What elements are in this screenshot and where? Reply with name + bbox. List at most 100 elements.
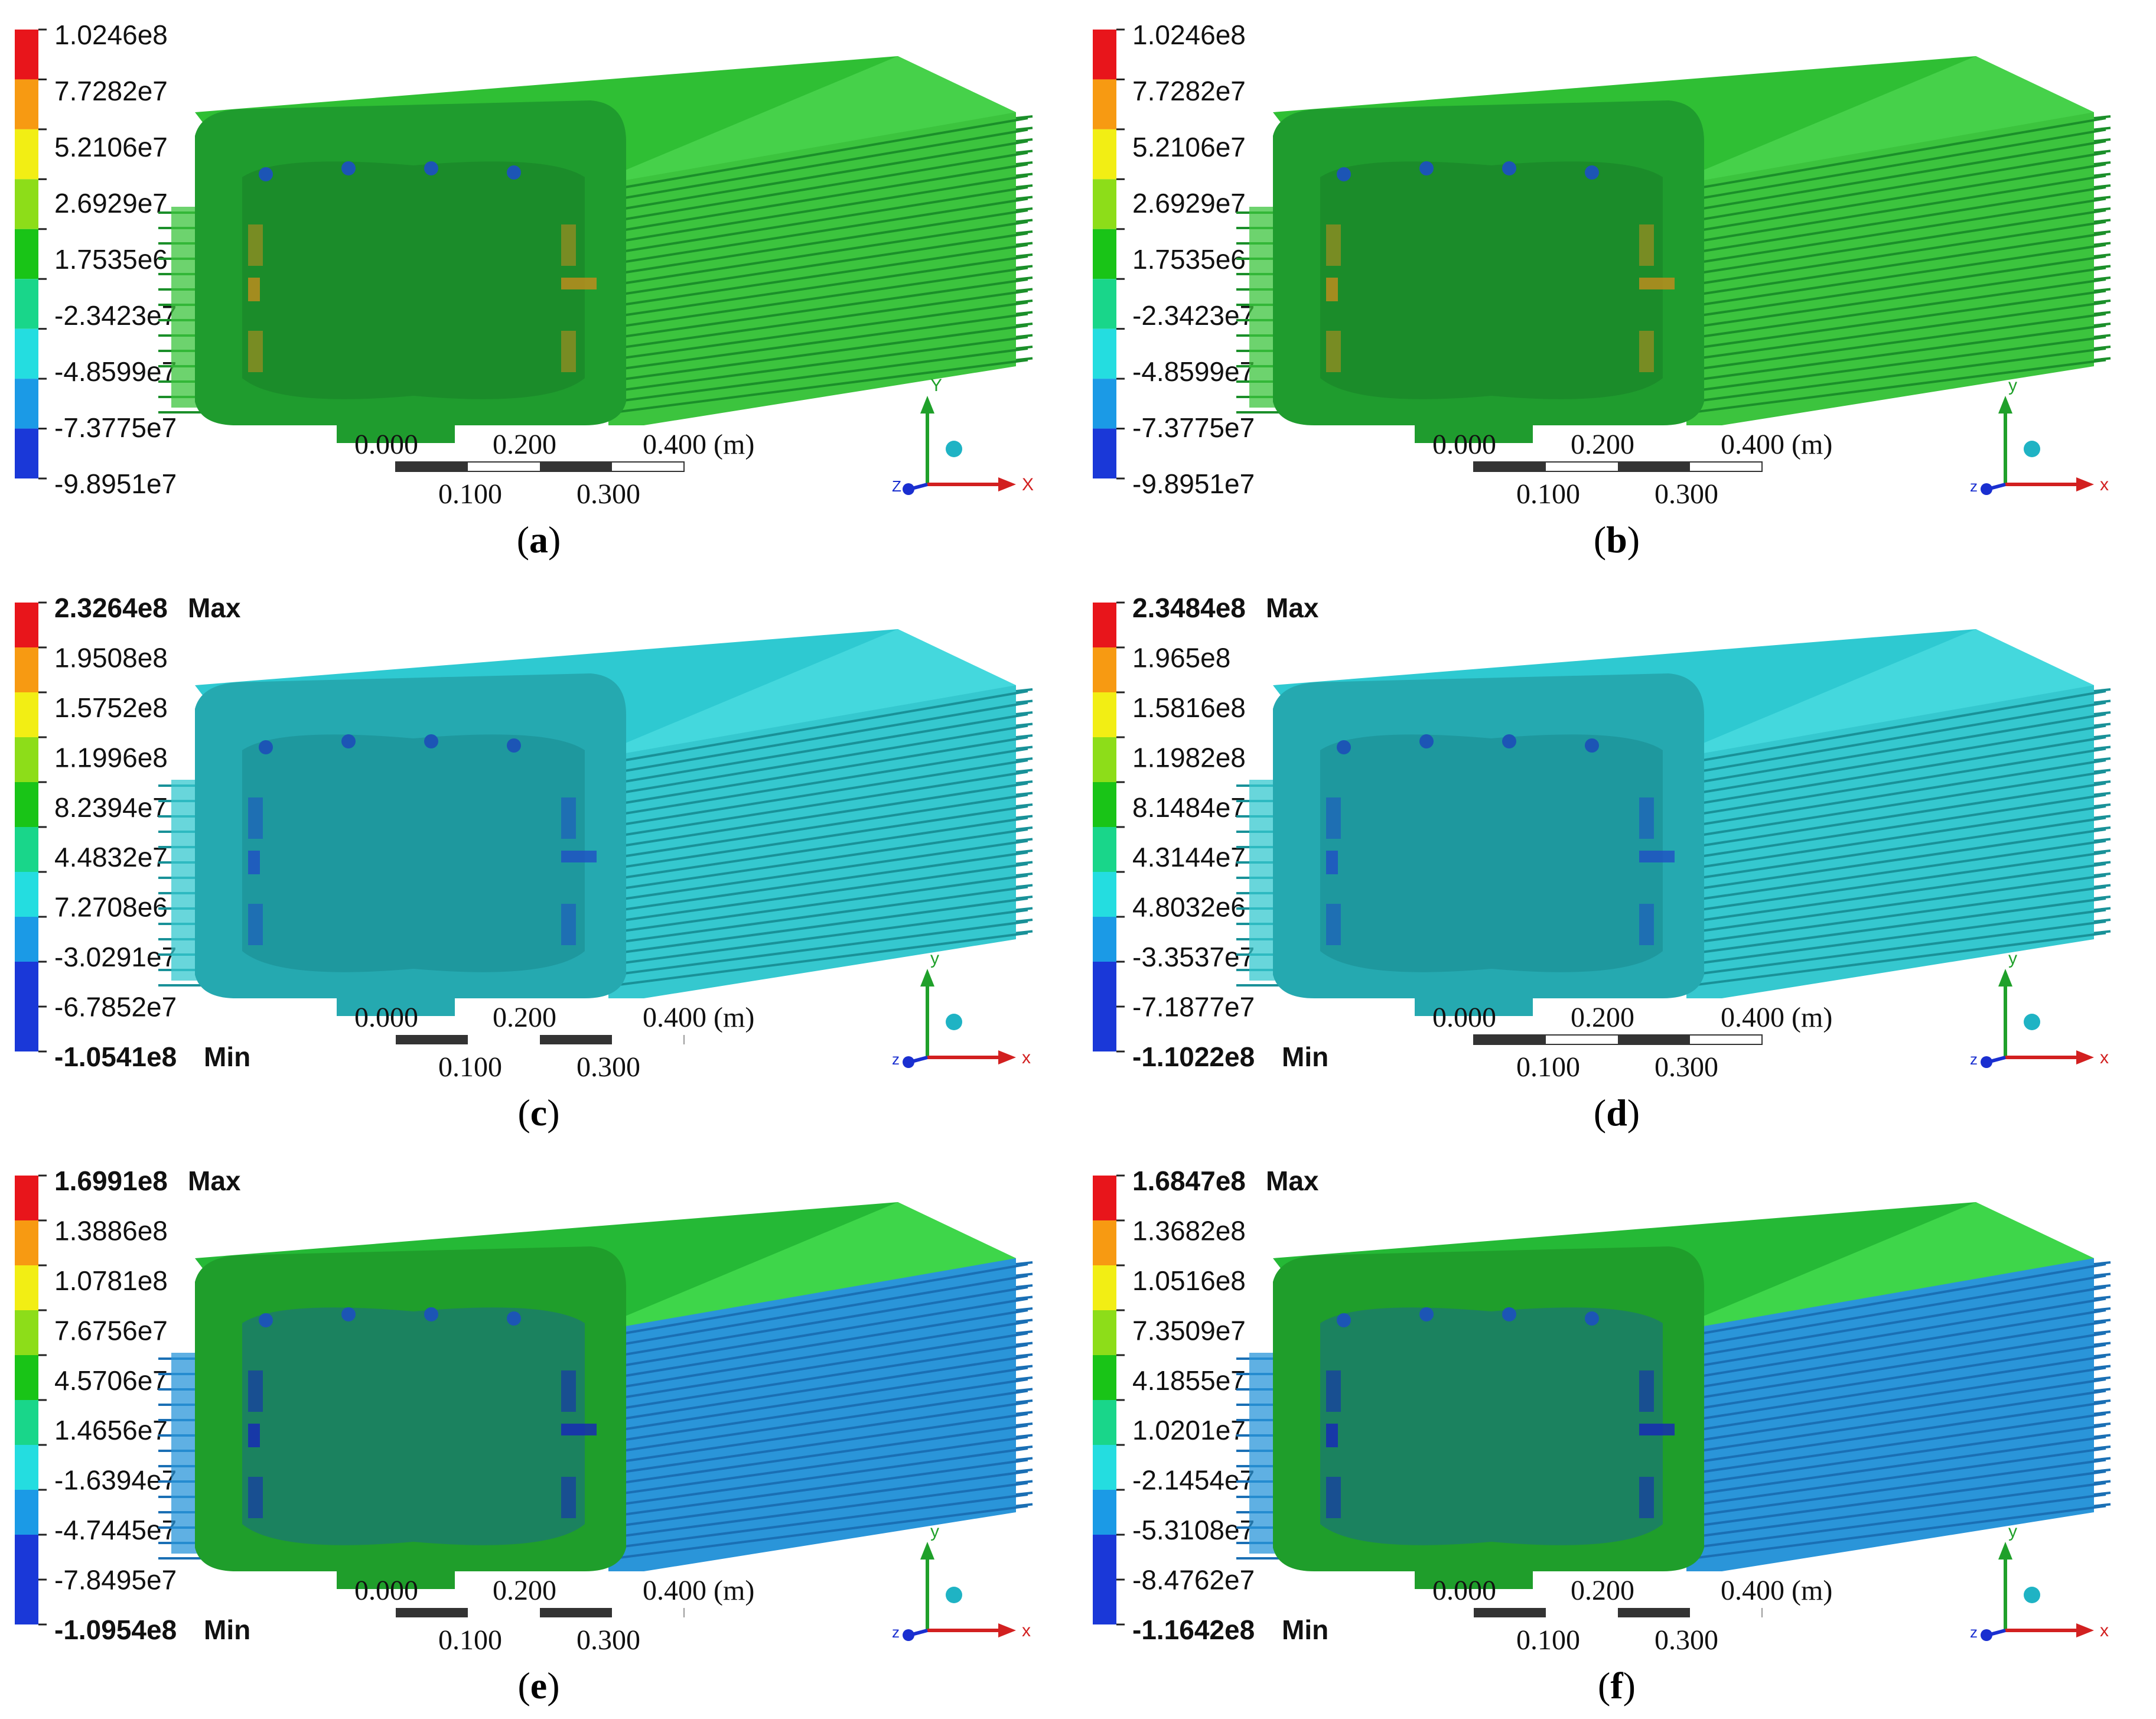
- fin-line: [614, 782, 1028, 848]
- legend-swatch: [15, 692, 38, 737]
- fin-line: [1692, 174, 2106, 243]
- triad-y-label: y: [930, 1522, 939, 1541]
- bolt-hole: [1502, 734, 1516, 748]
- scale-label-200: 0.200: [493, 1575, 556, 1606]
- fin-line: [614, 266, 1028, 328]
- fin-line: [614, 851, 1028, 912]
- legend-swatch: [15, 1400, 38, 1445]
- fin-line: [614, 151, 1028, 222]
- mounting-foot: [1415, 981, 1533, 1016]
- scale-label-300: 0.300: [1655, 478, 1718, 510]
- stress-zone: [248, 224, 263, 266]
- panel-c: 2.3264e8 Max 1.9508e8 1.5752e8 1.1996e8 8.239…: [0, 573, 1078, 1146]
- legend-swatch: [15, 1007, 38, 1051]
- stress-zone: [248, 1424, 260, 1447]
- legend-swatch: [1093, 1310, 1116, 1355]
- fin-line: [1692, 851, 2106, 912]
- housing-top-highlight: [608, 56, 1016, 195]
- bolt-hole: [424, 161, 438, 175]
- fin-tip: [2093, 311, 2111, 315]
- legend-swatch: [1093, 827, 1116, 872]
- legend-swatch: [1093, 692, 1116, 737]
- x-arrow-head: [998, 1623, 1016, 1637]
- fin-line: [1692, 897, 2106, 955]
- fin-tip: [2093, 288, 2111, 292]
- fin-tip: [1015, 896, 1033, 900]
- triad-y-label: y: [930, 949, 939, 968]
- legend-value: 2.3484e8: [1132, 592, 1246, 623]
- fin-tip: [1015, 1445, 1033, 1450]
- bolt-hole: [341, 161, 356, 175]
- scale-bar: 0.000 0.200 0.400 (m) 0.100 0.300: [1432, 1002, 1832, 1083]
- triad-y-label: y: [2008, 949, 2017, 968]
- stress-zone: [1639, 851, 1675, 862]
- legend-value: -4.8599e7: [54, 356, 177, 387]
- stress-zone: [561, 797, 576, 839]
- fin-line: [1692, 301, 2106, 360]
- legend-min-label: Min: [1282, 1041, 1328, 1072]
- fin-line: [1692, 209, 2106, 275]
- fin-tip: [2093, 711, 2111, 715]
- fin-line: [614, 1378, 1028, 1443]
- fin-line: [1692, 312, 2106, 371]
- fin-line: [614, 174, 1028, 243]
- z-arrow-head: [1981, 1629, 1992, 1641]
- end-face-inner: [242, 161, 585, 399]
- fin-tip: [1015, 115, 1033, 119]
- fin-tip: [1015, 688, 1033, 692]
- scale-bar: 0.000 0.200 0.400 (m) 0.100 0.300: [1432, 429, 1832, 510]
- fin-line: [1692, 1274, 2106, 1347]
- scale-label-200: 0.200: [1571, 1002, 1634, 1033]
- fin-tip: [2093, 896, 2111, 900]
- fin-tip: [1015, 1469, 1033, 1473]
- fin-tip: [2093, 219, 2111, 223]
- fin-line: [614, 347, 1028, 403]
- fin-line: [614, 1286, 1028, 1357]
- fin-tip: [1015, 161, 1033, 165]
- bolt-hole: [1502, 161, 1516, 175]
- bolt-hole: [1502, 1307, 1516, 1321]
- fin-tip: [2093, 1284, 2111, 1288]
- fin-tip: [2093, 1272, 2111, 1277]
- z-arrow-head: [903, 483, 914, 495]
- legend-swatch: [15, 79, 38, 129]
- fin-line: [1692, 347, 2106, 403]
- legend-swatch: [15, 782, 38, 827]
- fin-line: [1692, 1355, 2106, 1421]
- legend-value: 1.6847e8: [1132, 1165, 1246, 1196]
- fin-line: [1692, 759, 2106, 827]
- scale-label-100: 0.100: [438, 1624, 502, 1656]
- fin-tip: [1015, 265, 1033, 269]
- caption-close-paren: ): [1627, 519, 1640, 561]
- fin-tip: [2093, 838, 2111, 842]
- fin-tip: [2093, 230, 2111, 235]
- panel-caption: (e): [517, 1665, 559, 1707]
- triad-origin-sphere: [946, 1587, 962, 1603]
- scale-bar-segment: [396, 462, 468, 471]
- fin-line: [614, 1263, 1028, 1336]
- fin-tip: [2093, 1399, 2111, 1404]
- fin-line: [614, 1458, 1028, 1517]
- end-face-inner: [1320, 1307, 1663, 1545]
- legend-swatch: [15, 379, 38, 429]
- triad-z-label: z: [1970, 1050, 1978, 1068]
- fin-line: [1692, 1332, 2106, 1400]
- legend-value: 1.965e8: [1132, 642, 1230, 673]
- fin-tip: [2093, 115, 2111, 119]
- fin-line: [614, 278, 1028, 339]
- color-legend: 1.0246e8 7.7282e7 5.2106e7 2.6929e7 1.7535e6…: [1093, 19, 1255, 499]
- legend-value: 1.0201e7: [1132, 1415, 1246, 1445]
- legend-swatch: [1093, 379, 1116, 429]
- fin-line: [614, 197, 1028, 265]
- fin-tip: [1015, 346, 1033, 350]
- legend-swatch: [15, 1355, 38, 1400]
- panel-e: 1.6991e8 Max 1.3886e8 1.0781e8 7.6756e7 4.570…: [0, 1146, 1078, 1719]
- scale-label-200: 0.200: [1571, 1575, 1634, 1606]
- coordinate-triad: y x z: [1970, 1522, 2109, 1641]
- cooling-fins: [158, 1258, 1033, 1571]
- fin-tip: [2093, 1376, 2111, 1381]
- legend-value: 2.6929e7: [1132, 188, 1246, 219]
- panel-caption: (c): [517, 1092, 559, 1134]
- legend-swatch: [1093, 1535, 1116, 1580]
- fin-line: [1692, 1493, 2106, 1549]
